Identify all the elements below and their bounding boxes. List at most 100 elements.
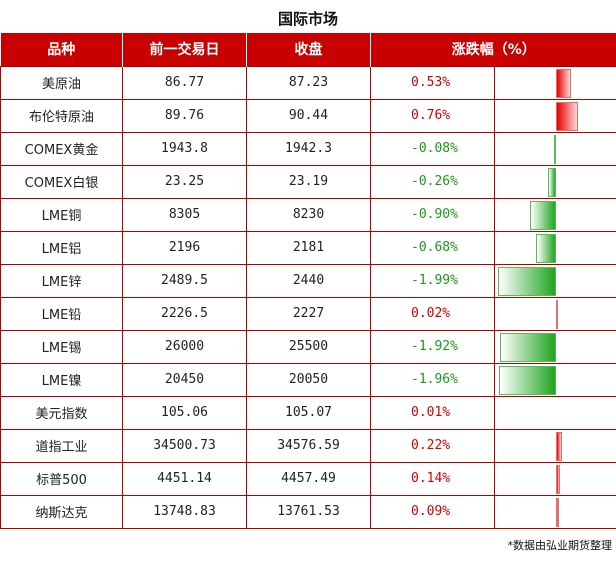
header-prev: 前一交易日 bbox=[122, 33, 247, 66]
row-name: LME锌 bbox=[0, 263, 123, 298]
row-close: 34576.59 bbox=[246, 428, 371, 463]
page-title: 国际市场 bbox=[277, 10, 338, 28]
table-row: 美原油 86.77 87.23 0.53% bbox=[0, 65, 616, 100]
row-change-bar-cell bbox=[494, 329, 616, 364]
change-bar bbox=[556, 68, 571, 98]
row-prev: 89.76 bbox=[122, 98, 247, 133]
row-change: -0.90% bbox=[370, 197, 495, 232]
row-change-bar-cell bbox=[494, 230, 616, 265]
header-close: 收盘 bbox=[246, 33, 371, 66]
row-name: LME锡 bbox=[0, 329, 123, 364]
row-prev: 86.77 bbox=[122, 65, 247, 100]
row-prev: 2196 bbox=[122, 230, 247, 265]
row-change: 0.22% bbox=[370, 428, 495, 463]
row-change: -0.68% bbox=[370, 230, 495, 265]
row-close: 20050 bbox=[246, 362, 371, 397]
row-change-bar-cell bbox=[494, 65, 616, 100]
row-name: 纳斯达克 bbox=[0, 494, 123, 529]
row-change-bar-cell bbox=[494, 98, 616, 133]
table-header-row: 品种 前一交易日 收盘 涨跌幅（%） bbox=[0, 33, 616, 66]
row-prev: 26000 bbox=[122, 329, 247, 364]
row-prev: 8305 bbox=[122, 197, 247, 232]
row-change: -1.92% bbox=[370, 329, 495, 364]
table-row: LME铅 2226.5 2227 0.02% bbox=[0, 296, 616, 331]
table-row: COMEX黄金 1943.8 1942.3 -0.08% bbox=[0, 131, 616, 166]
row-prev: 2489.5 bbox=[122, 263, 247, 298]
row-prev: 13748.83 bbox=[122, 494, 247, 529]
row-close: 25500 bbox=[246, 329, 371, 364]
row-close: 13761.53 bbox=[246, 494, 371, 529]
row-close: 8230 bbox=[246, 197, 371, 232]
row-change-bar-cell bbox=[494, 197, 616, 232]
row-close: 2440 bbox=[246, 263, 371, 298]
change-bar bbox=[554, 134, 556, 164]
row-prev: 1943.8 bbox=[122, 131, 247, 166]
row-prev: 34500.73 bbox=[122, 428, 247, 463]
row-prev: 2226.5 bbox=[122, 296, 247, 331]
row-change-bar-cell bbox=[494, 164, 616, 199]
table-row: 美元指数 105.06 105.07 0.01% bbox=[0, 395, 616, 430]
row-name: 标普500 bbox=[0, 461, 123, 496]
row-name: LME铜 bbox=[0, 197, 123, 232]
table-row: LME锡 26000 25500 -1.92% bbox=[0, 329, 616, 364]
row-close: 105.07 bbox=[246, 395, 371, 430]
change-bar bbox=[499, 365, 556, 395]
row-change-bar-cell bbox=[494, 263, 616, 298]
row-prev: 20450 bbox=[122, 362, 247, 397]
row-name: COMEX黄金 bbox=[0, 131, 123, 166]
table-row: 纳斯达克 13748.83 13761.53 0.09% bbox=[0, 494, 616, 529]
row-name: 道指工业 bbox=[0, 428, 123, 463]
row-change-bar-cell bbox=[494, 296, 616, 331]
row-change-bar-cell bbox=[494, 131, 616, 166]
row-change: 0.14% bbox=[370, 461, 495, 496]
row-name: 布伦特原油 bbox=[0, 98, 123, 133]
table-row: 标普500 4451.14 4457.49 0.14% bbox=[0, 461, 616, 496]
row-name: COMEX白银 bbox=[0, 164, 123, 199]
row-change-bar-cell bbox=[494, 461, 616, 496]
change-bar bbox=[548, 167, 556, 197]
table-row: LME锌 2489.5 2440 -1.99% bbox=[0, 263, 616, 298]
row-name: LME镍 bbox=[0, 362, 123, 397]
change-bar bbox=[556, 464, 560, 494]
change-bar bbox=[530, 200, 556, 230]
row-change: 0.09% bbox=[370, 494, 495, 529]
table-row: LME铜 8305 8230 -0.90% bbox=[0, 197, 616, 232]
change-bar bbox=[498, 266, 556, 296]
change-bar bbox=[556, 431, 562, 461]
table-row: LME镍 20450 20050 -1.96% bbox=[0, 362, 616, 397]
table-row: COMEX白银 23.25 23.19 -0.26% bbox=[0, 164, 616, 199]
change-bar bbox=[556, 101, 578, 131]
table-row: LME铝 2196 2181 -0.68% bbox=[0, 230, 616, 265]
row-prev: 23.25 bbox=[122, 164, 247, 199]
row-close: 90.44 bbox=[246, 98, 371, 133]
source-note: *数据由弘业期货整理 bbox=[507, 539, 613, 552]
change-bar bbox=[536, 233, 556, 263]
row-change: -0.26% bbox=[370, 164, 495, 199]
row-close: 1942.3 bbox=[246, 131, 371, 166]
row-change-bar-cell bbox=[494, 494, 616, 529]
row-name: 美原油 bbox=[0, 65, 123, 100]
header-change: 涨跌幅（%） bbox=[370, 33, 616, 66]
table-row: 布伦特原油 89.76 90.44 0.76% bbox=[0, 98, 616, 133]
row-change-bar-cell bbox=[494, 362, 616, 397]
header-name: 品种 bbox=[0, 33, 123, 66]
row-name: LME铝 bbox=[0, 230, 123, 265]
market-table: 品种 前一交易日 收盘 涨跌幅（%） 美原油 86.77 87.23 0.53% 布伦特… bbox=[0, 33, 616, 529]
row-change-bar-cell bbox=[494, 395, 616, 430]
row-change: 0.76% bbox=[370, 98, 495, 133]
row-change: 0.53% bbox=[370, 65, 495, 100]
row-change: 0.02% bbox=[370, 296, 495, 331]
row-close: 2227 bbox=[246, 296, 371, 331]
table-body: 美原油 86.77 87.23 0.53% 布伦特原油 89.76 90.44 0.76% CO… bbox=[0, 65, 616, 529]
row-close: 87.23 bbox=[246, 65, 371, 100]
row-change-bar-cell bbox=[494, 428, 616, 463]
change-bar bbox=[556, 497, 559, 527]
row-change: -0.08% bbox=[370, 131, 495, 166]
row-change: -1.99% bbox=[370, 263, 495, 298]
change-bar bbox=[556, 299, 558, 329]
row-close: 4457.49 bbox=[246, 461, 371, 496]
row-name: 美元指数 bbox=[0, 395, 123, 430]
row-close: 2181 bbox=[246, 230, 371, 265]
table-row: 道指工业 34500.73 34576.59 0.22% bbox=[0, 428, 616, 463]
row-prev: 4451.14 bbox=[122, 461, 247, 496]
